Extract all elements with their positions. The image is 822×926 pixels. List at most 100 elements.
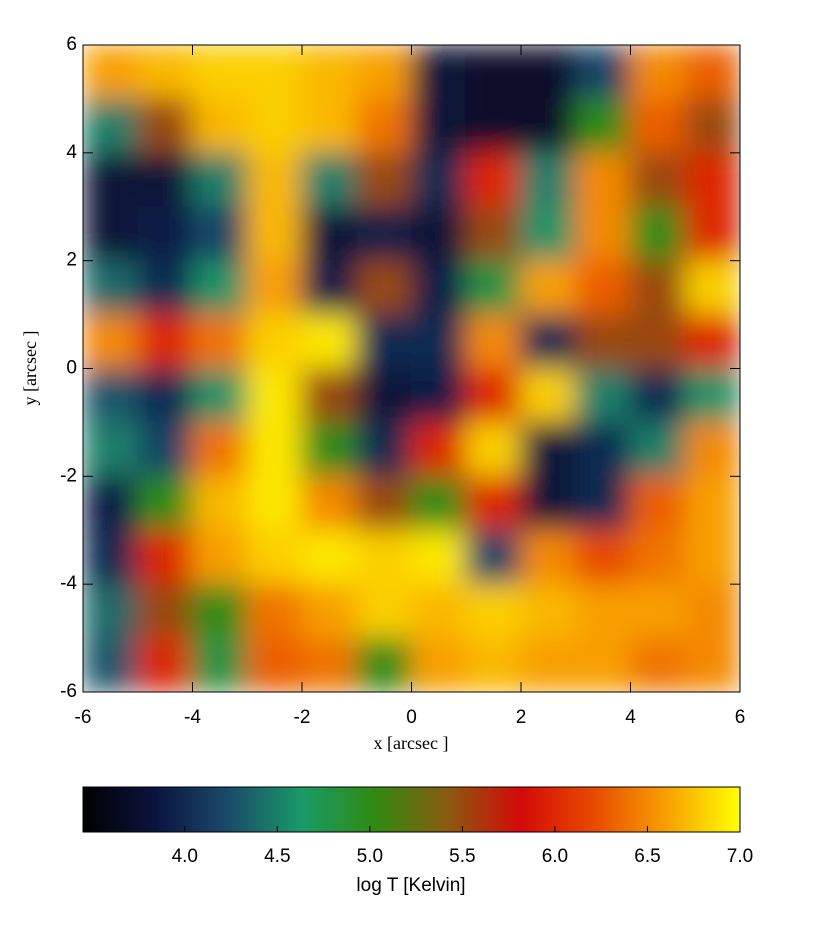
heat-cell — [192, 98, 248, 154]
heat-cell — [520, 314, 577, 369]
colorbar-frame — [82, 786, 741, 833]
heat-cell — [465, 314, 522, 369]
heat-cell — [356, 529, 412, 585]
heat-cell — [465, 45, 522, 100]
heat-cell — [356, 314, 412, 369]
heatmap — [83, 45, 740, 692]
heat-cell — [520, 45, 577, 100]
heat-cell — [684, 637, 740, 692]
heat-cell — [630, 45, 686, 100]
heat-cell — [83, 98, 139, 154]
x-tick-label: 2 — [516, 707, 527, 728]
colorbar-tick-label: 4.0 — [172, 846, 198, 867]
heat-cell — [411, 637, 467, 692]
x-tick-label: -2 — [294, 707, 311, 728]
heat-cell — [684, 421, 740, 477]
heat-cell — [630, 529, 686, 585]
y-axis-label: y [arcsec ] — [20, 331, 40, 406]
heat-cell — [465, 421, 522, 477]
heat-cell — [246, 45, 303, 100]
heat-cell — [630, 260, 686, 316]
heat-cell — [630, 152, 686, 208]
heat-cell — [246, 368, 303, 423]
heat-cell — [465, 529, 522, 585]
y-tick-label: 0 — [66, 358, 77, 379]
heat-cell — [630, 206, 686, 262]
heat-cell — [520, 583, 577, 639]
heat-cell — [575, 206, 631, 262]
heat-cell — [83, 583, 139, 639]
heat-cell — [137, 206, 193, 262]
y-tick-label: 2 — [66, 250, 77, 271]
heat-cell — [246, 475, 303, 531]
heat-cell — [630, 98, 686, 154]
heat-cell — [520, 206, 577, 262]
heat-cell — [411, 206, 467, 262]
heat-cell — [356, 45, 412, 100]
heat-cell — [575, 314, 631, 369]
heat-cell — [630, 314, 686, 369]
heat-cell — [684, 529, 740, 585]
heat-cell — [411, 368, 467, 423]
heat-cell — [411, 314, 467, 369]
heat-cell — [356, 98, 412, 154]
heat-cell — [301, 368, 358, 423]
heatmap-cells — [83, 45, 740, 692]
heat-cell — [411, 260, 467, 316]
y-tick-label: -6 — [60, 681, 77, 702]
heat-cell — [83, 529, 139, 585]
heat-cell — [684, 206, 740, 262]
heat-cell — [575, 45, 631, 100]
heat-cell — [356, 368, 412, 423]
colorbar-label: log T [Kelvin] — [356, 875, 465, 896]
heat-cell — [520, 475, 577, 531]
heat-cell — [630, 637, 686, 692]
y-tick-label: -4 — [60, 573, 77, 594]
heat-cell — [520, 529, 577, 585]
heat-cell — [137, 421, 193, 477]
heat-cell — [630, 583, 686, 639]
heat-cell — [520, 421, 577, 477]
heat-cell — [301, 206, 358, 262]
x-tick-label: 4 — [625, 707, 636, 728]
heat-cell — [192, 421, 248, 477]
heat-cell — [684, 475, 740, 531]
heat-cell — [137, 583, 193, 639]
heat-cell — [465, 206, 522, 262]
x-tick-label: 6 — [735, 707, 746, 728]
colorbar-tick-label: 7.0 — [727, 846, 753, 867]
heat-cell — [246, 206, 303, 262]
heat-cell — [137, 98, 193, 154]
heat-cell — [246, 98, 303, 154]
heat-cell — [465, 98, 522, 154]
heat-cell — [520, 368, 577, 423]
colorbar-tick-label: 4.5 — [264, 846, 290, 867]
heat-cell — [192, 260, 248, 316]
heat-cell — [246, 421, 303, 477]
heat-cell — [356, 206, 412, 262]
heat-cell — [356, 583, 412, 639]
heat-cell — [356, 637, 412, 692]
heat-cell — [301, 152, 358, 208]
colorbar-tick-label: 6.0 — [542, 846, 568, 867]
heat-cell — [137, 45, 193, 100]
heat-cell — [301, 45, 358, 100]
heat-cell — [246, 260, 303, 316]
heat-cell — [246, 529, 303, 585]
x-tick-label: -4 — [184, 707, 201, 728]
heat-cell — [83, 45, 139, 100]
heat-cell — [411, 583, 467, 639]
heat-cell — [301, 314, 358, 369]
heat-cell — [301, 637, 358, 692]
heat-cell — [83, 260, 139, 316]
heat-cell — [575, 152, 631, 208]
heat-cell — [356, 260, 412, 316]
heat-cell — [520, 152, 577, 208]
heat-cell — [575, 98, 631, 154]
heat-cell — [575, 475, 631, 531]
heat-cell — [411, 421, 467, 477]
y-tick-label: 4 — [66, 142, 77, 163]
heat-cell — [684, 583, 740, 639]
heat-cell — [520, 98, 577, 154]
